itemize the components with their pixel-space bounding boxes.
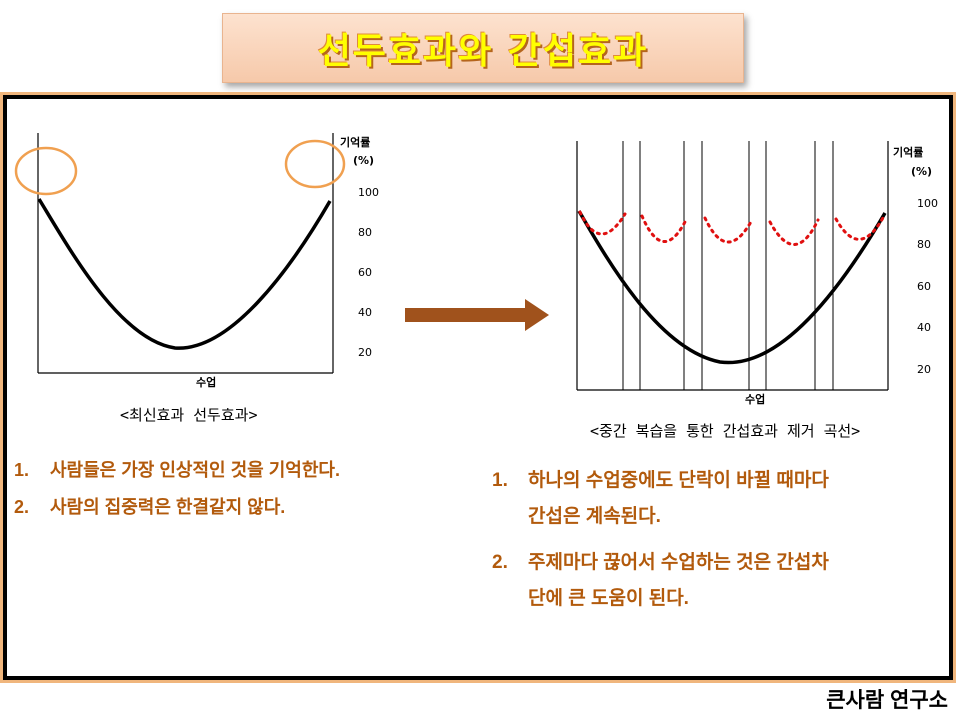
right-u-curve [577,210,887,365]
list-text-line: 단에 큰 도움이 된다. [528,588,689,609]
footer-brand: 큰사람 연구소 [826,689,948,712]
list-text-line: 간섭은 계속된다. [528,506,661,527]
left-end-circle [284,139,346,189]
right-xlabel: 수업 [745,393,765,406]
left-ylabel: 기억률 [340,135,370,149]
right-point-list: 1. 하나의 수업중에도 단락이 바뀔 때마다 간섭은 계속된다. 2. 주제마… [492,463,829,617]
left-start-circle [14,146,78,196]
left-u-curve [37,198,332,350]
arrow-icon [405,299,549,331]
right-ytick: 40 [917,321,931,334]
right-yunit: (%) [911,165,932,178]
left-ytick: 100 [358,186,379,199]
right-chart-caption: <중간 복습을 통한 간섭효과 제거 곡선> [590,422,861,440]
left-yunit: (%) [353,154,374,167]
left-ytick: 80 [358,226,372,239]
list-item: 1. 사람들은 가장 인상적인 것을 기억한다. [14,452,340,489]
segment-dividers [622,141,834,390]
left-chart-caption: <최신효과 선두효과> [120,406,258,424]
list-text-line: 주제마다 끊어서 수업하는 것은 간섭차 [528,552,829,573]
content-frame [3,95,953,680]
right-ytick: 20 [917,363,931,376]
left-ytick: 40 [358,306,372,319]
right-ylabel: 기억률 [893,145,923,159]
right-ytick: 60 [917,280,931,293]
review-curves [578,210,887,246]
list-number: 1. [14,460,30,480]
left-xlabel: 수업 [196,376,216,389]
list-item: 1. 하나의 수업중에도 단락이 바뀔 때마다 간섭은 계속된다. [492,463,829,535]
page-title: 선두효과와 간섭효과 [317,31,649,72]
list-number: 2. [492,552,508,573]
list-text: 사람들은 가장 인상적인 것을 기억한다. [50,460,340,480]
list-number: 2. [14,497,30,517]
list-text: 사람의 집중력은 한결같지 않다. [50,497,286,517]
left-point-list: 1. 사람들은 가장 인상적인 것을 기억한다. 2. 사람의 집중력은 한결같… [14,452,340,526]
right-ytick: 100 [917,197,938,210]
title-banner: 선두효과와 간섭효과 [222,13,744,83]
left-chart: 기억률 (%) 100 80 60 40 20 수업 [14,133,379,389]
right-chart: 기억률 (%) 100 80 60 40 20 수업 [576,141,938,406]
right-ytick: 80 [917,238,931,251]
left-ytick: 20 [358,346,372,359]
list-item: 2. 사람의 집중력은 한결같지 않다. [14,489,340,526]
list-text-line: 하나의 수업중에도 단락이 바뀔 때마다 [528,470,829,491]
left-ytick: 60 [358,266,372,279]
list-item: 2. 주제마다 끊어서 수업하는 것은 간섭차 단에 큰 도움이 된다. [492,545,829,617]
list-number: 1. [492,470,508,491]
